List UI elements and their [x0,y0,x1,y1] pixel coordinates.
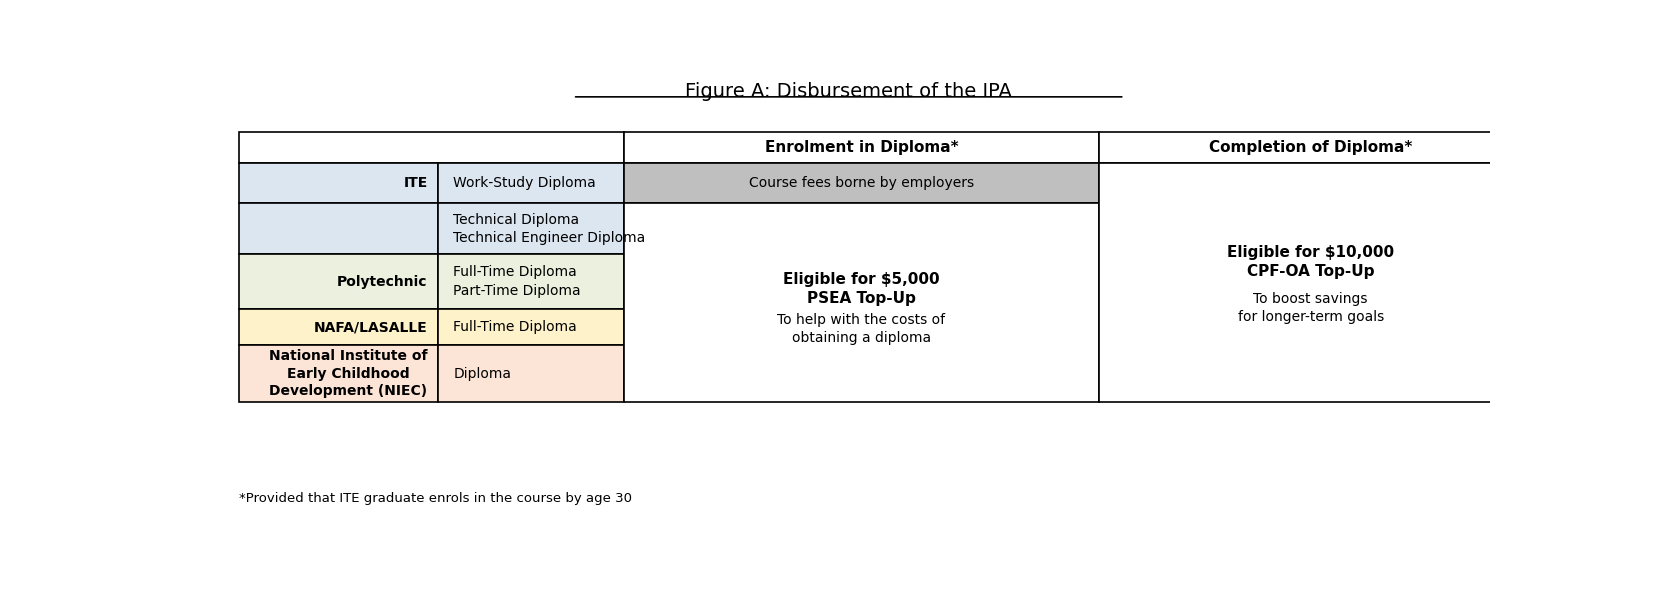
Bar [238,254,437,309]
Text: Full-Time Diploma: Full-Time Diploma [453,320,578,334]
Text: ITE: ITE [404,176,427,190]
Text: Enrolment in Diploma*: Enrolment in Diploma* [765,140,958,155]
Bar [624,163,1099,203]
Bar [437,309,624,345]
Text: Full-Time Diploma
Part-Time Diploma: Full-Time Diploma Part-Time Diploma [453,265,581,298]
Text: To help with the costs of
obtaining a diploma: To help with the costs of obtaining a di… [776,313,945,345]
Bar [624,203,1099,402]
Bar [437,345,624,402]
Bar [238,345,437,402]
Bar [1099,163,1521,402]
Text: Eligible for $5,000
PSEA Top-Up: Eligible for $5,000 PSEA Top-Up [783,272,940,306]
Bar [1099,132,1521,163]
Bar [437,254,624,309]
Bar [238,309,437,345]
Text: Diploma: Diploma [453,367,511,381]
Text: To boost savings
for longer-term goals: To boost savings for longer-term goals [1236,291,1384,324]
Text: NAFA/LASALLE: NAFA/LASALLE [314,320,427,334]
Text: Completion of Diploma*: Completion of Diploma* [1208,140,1412,155]
Bar [437,163,624,203]
Text: Technical Diploma
Technical Engineer Diploma: Technical Diploma Technical Engineer Dip… [453,213,645,245]
Bar [238,203,437,254]
Text: Course fees borne by employers: Course fees borne by employers [748,176,973,190]
Bar [437,203,624,254]
Bar [238,132,624,163]
Bar [624,132,1099,163]
Bar [238,163,437,203]
Text: National Institute of
Early Childhood
Development (NIEC): National Institute of Early Childhood De… [270,349,427,398]
Text: Work-Study Diploma: Work-Study Diploma [453,176,596,190]
Text: Polytechnic: Polytechnic [338,275,427,288]
Text: Figure A: Disbursement of the IPA: Figure A: Disbursement of the IPA [685,82,1011,101]
Text: *Provided that ITE graduate enrols in the course by age 30: *Provided that ITE graduate enrols in th… [238,492,632,505]
Text: Eligible for $10,000
CPF-OA Top-Up: Eligible for $10,000 CPF-OA Top-Up [1226,245,1394,279]
